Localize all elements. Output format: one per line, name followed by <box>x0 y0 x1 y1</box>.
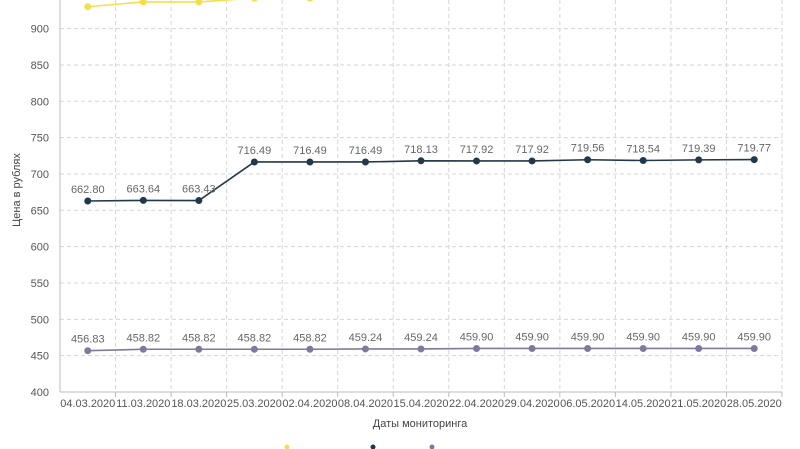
data-point[interactable] <box>306 0 313 2</box>
x-tick-label: 11.03.2020 <box>116 398 170 410</box>
data-point[interactable] <box>528 344 536 352</box>
data-point[interactable] <box>695 344 703 352</box>
data-label: 662.80 <box>71 184 105 196</box>
x-axis: 04.03.2020 11.03.2020 18.03.2020 25.03.2020… <box>60 391 783 410</box>
data-label: 719.39 <box>682 143 716 155</box>
y-tick-label: 500 <box>31 314 49 326</box>
data-point[interactable] <box>250 158 258 166</box>
data-label: 930.09 <box>71 0 105 2</box>
data-label: 458.82 <box>182 332 216 344</box>
data-label: 459.90 <box>682 331 716 343</box>
x-tick-label: 25.03.2020 <box>227 398 282 410</box>
data-point[interactable] <box>417 345 425 353</box>
data-point[interactable] <box>750 156 758 164</box>
data-point[interactable] <box>251 0 258 2</box>
data-point[interactable] <box>306 158 314 166</box>
legend-marker[interactable] <box>429 444 435 449</box>
data-point[interactable] <box>84 347 92 355</box>
x-axis-title: Даты мониторинга <box>373 418 468 430</box>
y-tick-label: 650 <box>31 205 49 217</box>
data-label: 459.24 <box>349 332 383 344</box>
x-tick-label: 06.05.2020 <box>560 398 615 410</box>
data-label: 459.90 <box>515 331 549 343</box>
data-label: 663.64 <box>126 183 160 195</box>
data-label: 719.56 <box>571 143 605 155</box>
x-tick-label: 04.03.2020 <box>60 398 115 410</box>
data-point[interactable] <box>84 197 92 205</box>
y-tick-label: 850 <box>31 60 49 72</box>
series-line <box>87 0 239 8</box>
series-0: 930.09936.71936.71941.96941.96945.01946.… <box>71 0 313 11</box>
data-point[interactable] <box>361 158 369 166</box>
data-label: 718.54 <box>626 143 660 155</box>
y-tick-label: 600 <box>31 242 49 254</box>
data-point[interactable] <box>195 197 203 205</box>
y-tick-label: 550 <box>31 278 49 290</box>
data-label: 458.82 <box>293 332 327 344</box>
grid <box>60 0 783 392</box>
data-label: 717.92 <box>515 144 549 156</box>
x-tick-label: 22.04.2020 <box>449 398 504 410</box>
data-point[interactable] <box>139 345 147 353</box>
data-point[interactable] <box>528 157 536 165</box>
data-label: 717.92 <box>460 144 494 156</box>
x-tick-label: 08.04.2020 <box>338 398 393 410</box>
data-point[interactable] <box>306 345 314 353</box>
data-point[interactable] <box>361 345 369 353</box>
data-label: 459.90 <box>626 331 660 343</box>
data-label: 716.49 <box>238 145 272 157</box>
data-label: 459.90 <box>460 331 494 343</box>
data-point[interactable] <box>639 156 647 164</box>
x-tick-label: 15.04.2020 <box>393 398 448 410</box>
data-point[interactable] <box>195 345 203 353</box>
y-tick-label: 400 <box>31 387 49 399</box>
y-tick-label: 450 <box>31 351 49 363</box>
data-point[interactable] <box>639 344 647 352</box>
data-point[interactable] <box>139 196 147 204</box>
legend-marker[interactable] <box>370 444 376 449</box>
data-point[interactable] <box>584 344 592 352</box>
data-label: 718.13 <box>404 144 438 156</box>
y-axis-title: Цена в рублях <box>11 153 23 227</box>
data-point[interactable] <box>473 344 481 352</box>
x-tick-label: 21.05.2020 <box>671 398 726 410</box>
y-tick-label: 900 <box>31 24 49 36</box>
data-point[interactable] <box>584 156 592 164</box>
data-point[interactable] <box>84 3 92 11</box>
data-label: 458.82 <box>126 332 160 344</box>
legend-marker[interactable] <box>284 444 290 449</box>
data-label: 719.77 <box>737 143 771 155</box>
data-point[interactable] <box>473 157 481 165</box>
data-label: 716.49 <box>293 145 327 157</box>
x-tick-label: 18.03.2020 <box>171 398 226 410</box>
series-1: 662.80 663.64 663.43 716.49 716.49 716.49 718.… <box>71 143 771 205</box>
data-point[interactable] <box>250 345 258 353</box>
x-tick-label: 14.05.2020 <box>616 398 671 410</box>
data-point[interactable] <box>195 0 203 6</box>
data-point[interactable] <box>139 0 147 6</box>
data-label: 456.83 <box>71 334 105 346</box>
data-point[interactable] <box>750 344 758 352</box>
series-2: 456.83 458.82 458.82 458.82 458.82 459.24 459.… <box>71 331 771 355</box>
legend[interactable] <box>284 444 435 449</box>
data-label: 459.90 <box>571 331 605 343</box>
data-label: 458.82 <box>238 332 272 344</box>
y-tick-label: 700 <box>31 169 49 181</box>
x-tick-label: 29.04.2020 <box>505 398 560 410</box>
series-group: 930.09936.71936.71941.96941.96945.01946.… <box>71 0 771 355</box>
x-tick-label: 02.04.2020 <box>282 398 337 410</box>
y-axis: 400450500550600650700750800850900950 <box>31 0 61 399</box>
data-point[interactable] <box>417 157 425 165</box>
x-tick-label: 28.05.2020 <box>727 398 782 410</box>
y-tick-label: 800 <box>31 96 49 108</box>
data-label: 459.24 <box>404 332 438 344</box>
data-label: 663.43 <box>182 184 216 196</box>
data-label: 716.49 <box>349 145 383 157</box>
data-label: 459.90 <box>737 331 771 343</box>
y-tick-label: 750 <box>31 133 49 145</box>
data-point[interactable] <box>695 156 703 164</box>
